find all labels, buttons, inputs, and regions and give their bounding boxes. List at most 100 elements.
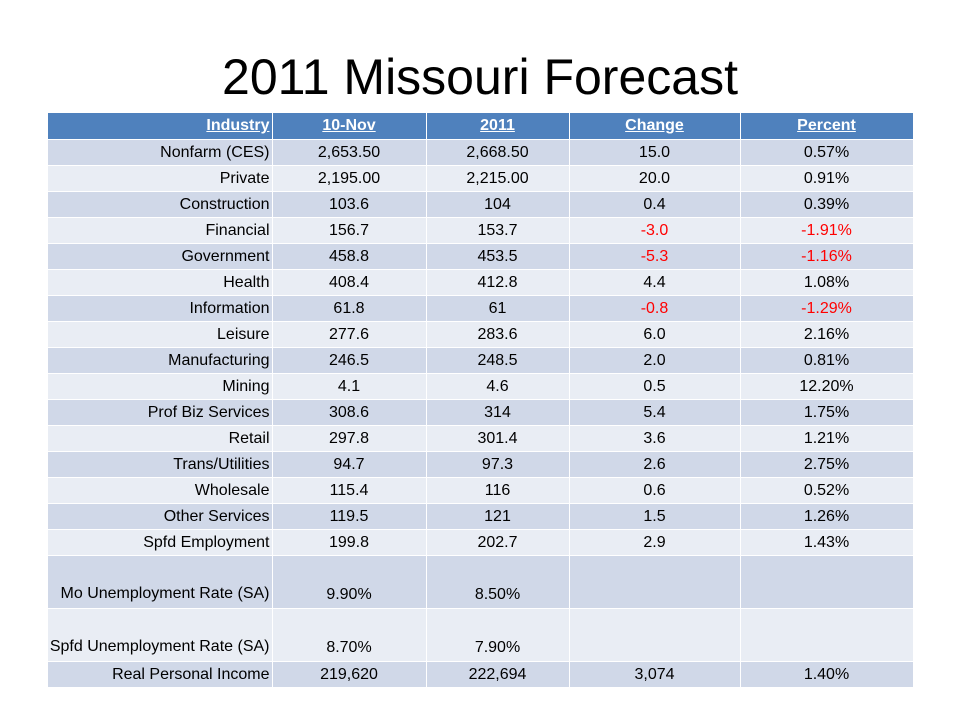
cell-2011: 4.6	[426, 373, 570, 400]
cell-2011: 283.6	[426, 321, 570, 348]
header-2011: 2011	[426, 113, 570, 140]
cell-change: -0.8	[569, 295, 741, 322]
cell-2011: 116	[426, 477, 570, 504]
table-row: Other Services 119.5 121 1.5 1.26%	[48, 503, 914, 530]
cell-industry: Leisure	[48, 321, 273, 348]
cell-change: 3,074	[569, 661, 741, 687]
cell-change	[569, 608, 741, 662]
cell-industry: Information	[48, 295, 273, 322]
header-industry: Industry	[48, 113, 273, 140]
cell-percent: 0.91%	[740, 165, 914, 192]
table-row: Nonfarm (CES) 2,653.50 2,668.50 15.0 0.57%	[48, 139, 914, 166]
table-row: Trans/Utilities 94.7 97.3 2.6 2.75%	[48, 451, 914, 478]
cell-10-nov: 246.5	[272, 347, 427, 374]
table-row: Government 458.8 453.5 -5.3 -1.16%	[48, 243, 914, 270]
cell-change: 3.6	[569, 425, 741, 452]
cell-change: 4.4	[569, 269, 741, 296]
cell-percent: 0.39%	[740, 191, 914, 218]
table-row: Construction 103.6 104 0.4 0.39%	[48, 191, 914, 218]
cell-percent: 0.52%	[740, 477, 914, 504]
cell-percent	[740, 608, 914, 662]
slide-title: 2011 Missouri Forecast	[222, 49, 738, 105]
cell-percent: 12.20%	[740, 373, 914, 400]
table-header-row: Industry 10-Nov 2011 Change Percent	[48, 113, 914, 140]
cell-10-nov: 4.1	[272, 373, 427, 400]
cell-percent: -1.91%	[740, 217, 914, 244]
cell-10-nov: 277.6	[272, 321, 427, 348]
table-row: Wholesale 115.4 116 0.6 0.52%	[48, 477, 914, 504]
cell-industry: Construction	[48, 191, 273, 218]
cell-change: 2.9	[569, 529, 741, 556]
cell-2011: 248.5	[426, 347, 570, 374]
cell-percent: 0.57%	[740, 139, 914, 166]
cell-10-nov: 61.8	[272, 295, 427, 322]
cell-2011: 153.7	[426, 217, 570, 244]
table-row: Information 61.8 61 -0.8 -1.29%	[48, 295, 914, 322]
header-percent: Percent	[740, 113, 914, 140]
cell-industry: Manufacturing	[48, 347, 273, 374]
cell-change	[569, 555, 741, 609]
cell-10-nov: 156.7	[272, 217, 427, 244]
header-change: Change	[569, 113, 741, 140]
table-row: Health 408.4 412.8 4.4 1.08%	[48, 269, 914, 296]
cell-industry: Real Personal Income	[48, 661, 273, 687]
table-row: Leisure 277.6 283.6 6.0 2.16%	[48, 321, 914, 348]
cell-10-nov: 199.8	[272, 529, 427, 556]
table-row: Private 2,195.00 2,215.00 20.0 0.91%	[48, 165, 914, 192]
cell-change: 20.0	[569, 165, 741, 192]
cell-industry: Nonfarm (CES)	[48, 139, 273, 166]
cell-2011: 202.7	[426, 529, 570, 556]
table-row: Financial 156.7 153.7 -3.0 -1.91%	[48, 217, 914, 244]
cell-2011: 61	[426, 295, 570, 322]
cell-10-nov: 2,653.50	[272, 139, 427, 166]
cell-change: 2.6	[569, 451, 741, 478]
cell-change: 1.5	[569, 503, 741, 530]
cell-2011: 121	[426, 503, 570, 530]
cell-change: 5.4	[569, 399, 741, 426]
cell-2011: 453.5	[426, 243, 570, 270]
cell-10-nov: 219,620	[272, 661, 427, 687]
table-row: Prof Biz Services 308.6 314 5.4 1.75%	[48, 399, 914, 426]
cell-percent: 1.21%	[740, 425, 914, 452]
cell-10-nov: 8.70%	[272, 608, 427, 662]
cell-industry: Private	[48, 165, 273, 192]
cell-percent: -1.29%	[740, 295, 914, 322]
cell-percent: -1.16%	[740, 243, 914, 270]
forecast-table: Industry 10-Nov 2011 Change Percent Nonf…	[48, 113, 914, 687]
cell-2011: 2,215.00	[426, 165, 570, 192]
cell-percent: 2.75%	[740, 451, 914, 478]
cell-10-nov: 297.8	[272, 425, 427, 452]
cell-percent: 1.08%	[740, 269, 914, 296]
table-row: Retail 297.8 301.4 3.6 1.21%	[48, 425, 914, 452]
cell-10-nov: 458.8	[272, 243, 427, 270]
cell-2011: 314	[426, 399, 570, 426]
table-row: Manufacturing 246.5 248.5 2.0 0.81%	[48, 347, 914, 374]
cell-percent: 1.75%	[740, 399, 914, 426]
cell-industry: Mining	[48, 373, 273, 400]
cell-change: 0.6	[569, 477, 741, 504]
table-row: Mo Unemployment Rate (SA) 9.90% 8.50%	[48, 555, 914, 609]
cell-percent: 1.43%	[740, 529, 914, 556]
cell-10-nov: 9.90%	[272, 555, 427, 609]
table-row: Mining 4.1 4.6 0.5 12.20%	[48, 373, 914, 400]
cell-percent: 1.26%	[740, 503, 914, 530]
cell-2011: 412.8	[426, 269, 570, 296]
cell-10-nov: 408.4	[272, 269, 427, 296]
cell-change: 15.0	[569, 139, 741, 166]
cell-industry: Financial	[48, 217, 273, 244]
cell-10-nov: 103.6	[272, 191, 427, 218]
cell-2011: 301.4	[426, 425, 570, 452]
cell-10-nov: 115.4	[272, 477, 427, 504]
cell-2011: 104	[426, 191, 570, 218]
table-row: Spfd Employment 199.8 202.7 2.9 1.43%	[48, 529, 914, 556]
cell-industry: Retail	[48, 425, 273, 452]
cell-10-nov: 308.6	[272, 399, 427, 426]
cell-2011: 8.50%	[426, 555, 570, 609]
cell-change: 0.4	[569, 191, 741, 218]
header-10-nov: 10-Nov	[272, 113, 427, 140]
cell-10-nov: 2,195.00	[272, 165, 427, 192]
cell-change: -3.0	[569, 217, 741, 244]
cell-industry: Spfd Employment	[48, 529, 273, 556]
cell-industry: Wholesale	[48, 477, 273, 504]
cell-industry: Prof Biz Services	[48, 399, 273, 426]
